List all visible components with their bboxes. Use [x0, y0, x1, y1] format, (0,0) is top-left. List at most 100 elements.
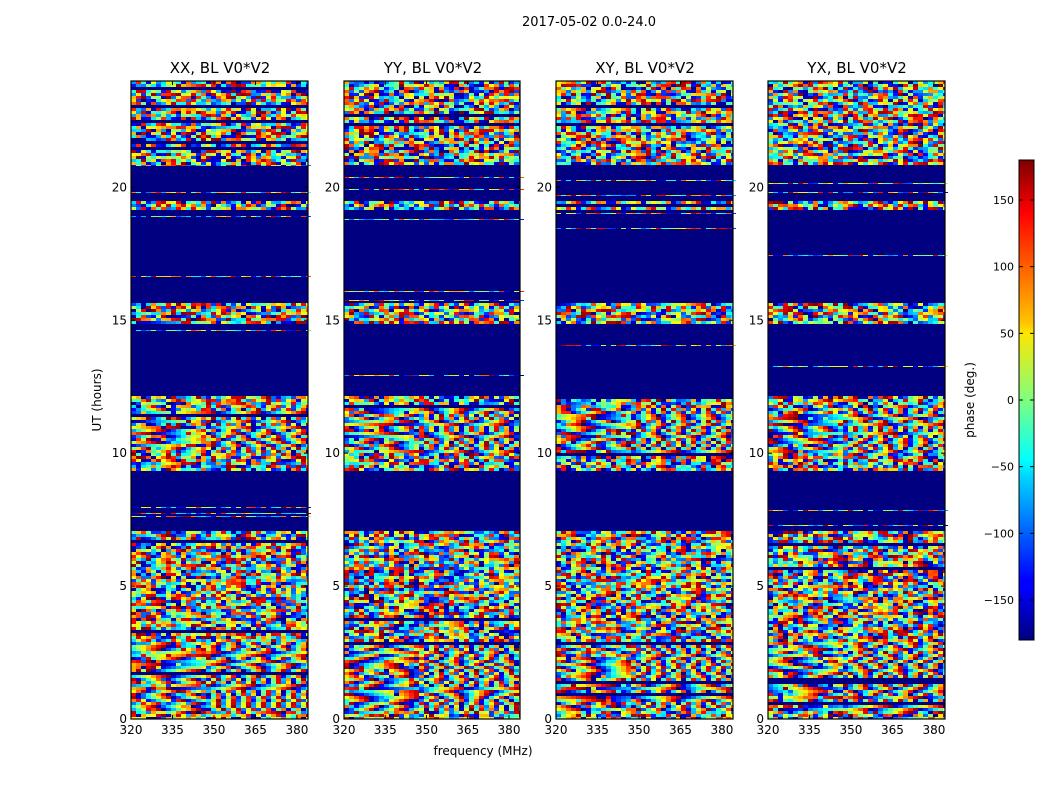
heatmap-cell — [216, 132, 221, 135]
heatmap-cell — [281, 81, 286, 84]
heatmap-cell — [191, 552, 196, 555]
heatmap-cell — [261, 621, 266, 624]
heatmap-cell — [131, 93, 136, 96]
heatmap-cell — [206, 555, 211, 558]
heatmap-cell — [251, 615, 256, 618]
heatmap-cell — [444, 102, 449, 105]
heatmap-cell — [276, 705, 281, 708]
heatmap-cell — [301, 555, 306, 558]
heatmap-cell — [226, 612, 231, 615]
heatmap-cell — [196, 585, 201, 588]
heatmap-cell — [221, 576, 226, 579]
heatmap-cell — [469, 90, 474, 93]
heatmap-cell — [509, 93, 514, 96]
heatmap-cell — [141, 708, 146, 711]
heatmap-cell — [131, 312, 136, 315]
heatmap-cell — [191, 402, 196, 405]
heatmap-cell — [146, 714, 151, 717]
heatmap-cell — [281, 603, 286, 606]
heatmap-cell — [276, 615, 281, 618]
heatmap-cell — [364, 105, 369, 108]
heatmap-cell — [146, 609, 151, 612]
heatmap-cell — [241, 135, 246, 138]
heatmap-cell — [231, 684, 236, 687]
heatmap-cell — [301, 216, 306, 217]
heatmap-cell — [276, 129, 281, 132]
heatmap-cell — [201, 435, 206, 438]
heatmap-cell — [156, 447, 161, 450]
heatmap-cell — [171, 660, 176, 663]
heatmap-cell — [161, 447, 166, 450]
heatmap-cell — [291, 465, 296, 468]
heatmap-cell — [176, 456, 181, 459]
heatmap-cell — [306, 432, 308, 435]
heatmap-cell — [221, 708, 226, 711]
heatmap-cell — [301, 576, 306, 579]
heatmap-cell — [296, 312, 301, 315]
heatmap-cell — [276, 303, 281, 306]
heatmap-cell — [271, 681, 276, 684]
heatmap-cell — [251, 90, 256, 93]
heatmap-cell — [479, 105, 484, 108]
heatmap-cell — [226, 588, 231, 591]
heatmap-cell — [291, 570, 296, 573]
heatmap-cell — [246, 321, 251, 324]
heatmap-cell — [206, 411, 211, 414]
heatmap-cell — [191, 408, 196, 411]
heatmap-cell — [211, 537, 216, 540]
heatmap-cell — [394, 93, 399, 96]
heatmap-cell — [216, 417, 221, 420]
heatmap-cell — [306, 582, 308, 585]
heatmap-cell — [409, 87, 414, 90]
heatmap-cell — [146, 681, 151, 684]
heatmap-cell — [176, 678, 181, 681]
heatmap-cell — [306, 699, 308, 702]
heatmap-cell — [301, 600, 306, 603]
heatmap-cell — [236, 537, 241, 540]
heatmap-cell — [296, 531, 301, 534]
heatmap-cell — [136, 708, 141, 711]
heatmap-cell — [251, 609, 256, 612]
heatmap-cell — [166, 654, 171, 657]
heatmap-cell — [176, 642, 181, 645]
heatmap-cell — [171, 123, 176, 126]
heatmap-cell — [161, 96, 166, 99]
heatmap-cell — [146, 537, 151, 540]
heatmap-cell — [171, 651, 176, 654]
heatmap-cell — [171, 159, 176, 162]
plot-frame — [130, 80, 309, 720]
heatmap-cell — [286, 108, 291, 111]
heatmap-cell — [231, 450, 236, 453]
heatmap-cell — [211, 549, 216, 552]
heatmap-cell — [186, 549, 191, 552]
heatmap-cell — [306, 654, 308, 657]
heatmap-cell — [296, 711, 301, 714]
heatmap-cell — [136, 537, 141, 540]
heatmap-cell — [166, 429, 171, 432]
heatmap-cell — [291, 408, 296, 411]
heatmap-cell — [251, 708, 256, 711]
heatmap-cell — [171, 135, 176, 138]
heatmap-cell — [291, 96, 296, 99]
heatmap-cell — [276, 117, 281, 120]
heatmap-cell — [261, 609, 266, 612]
heatmap-cell — [176, 276, 181, 277]
heatmap-cell — [261, 99, 266, 102]
heatmap-cell — [221, 693, 226, 696]
heatmap-cell — [261, 624, 266, 627]
heatmap-cell — [354, 108, 359, 111]
heatmap-cell — [221, 507, 226, 508]
heatmap-cell — [291, 420, 296, 423]
heatmap-cell — [206, 636, 211, 639]
heatmap-cell — [394, 105, 399, 108]
heatmap-cell — [196, 405, 201, 408]
heatmap-cell — [424, 96, 429, 99]
heatmap-cell — [201, 588, 206, 591]
heatmap-cell — [241, 111, 246, 114]
heatmap-cell — [296, 84, 301, 87]
heatmap-cell — [266, 456, 271, 459]
heatmap-cell — [136, 693, 141, 696]
heatmap-cell — [136, 432, 141, 435]
heatmap-cell — [276, 600, 281, 603]
heatmap-cell — [181, 603, 186, 606]
